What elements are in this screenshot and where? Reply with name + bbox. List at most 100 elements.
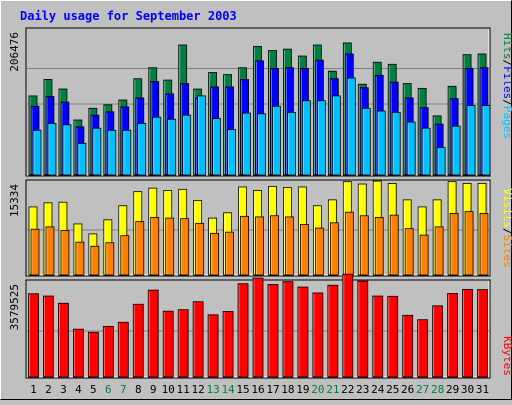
bar-pages-19 <box>302 100 311 176</box>
bar-sites-15 <box>240 215 249 276</box>
bar-pages-8 <box>137 123 147 176</box>
bar-pages-21 <box>331 95 341 176</box>
x-tick-label: 15 <box>236 383 249 396</box>
bar-sites-2 <box>45 226 55 276</box>
x-tick-label: 10 <box>162 383 175 396</box>
chart-legends: Hits/Files/Pages Visits/Sites KBytes <box>501 33 512 376</box>
bar-kbytes-9 <box>147 289 159 378</box>
bar-pages-20 <box>316 100 326 176</box>
x-tick-label: 17 <box>266 383 279 396</box>
bar-sites-3 <box>60 229 70 276</box>
bar-pages-31 <box>481 105 491 176</box>
bar-sites-1 <box>30 228 40 276</box>
bar-sites-5 <box>90 245 100 276</box>
bar-pages-17 <box>272 105 281 176</box>
bar-sites-24 <box>374 217 384 276</box>
bar-kbytes-23 <box>357 280 369 378</box>
bar-pages-22 <box>346 77 356 176</box>
bar-kbytes-2 <box>43 295 54 378</box>
bar-kbytes-24 <box>372 295 384 378</box>
bar-sites-23 <box>359 215 369 276</box>
bar-sites-18 <box>285 216 294 276</box>
bar-sites-12 <box>195 222 205 276</box>
legend-kbytes: KBytes <box>501 336 512 376</box>
bar-pages-6 <box>107 129 117 176</box>
x-tick-label: 24 <box>371 383 385 396</box>
bar-pages-13 <box>212 118 222 176</box>
bar-pages-11 <box>182 114 192 176</box>
bar-sites-17 <box>270 215 279 276</box>
legend-sites: Sites <box>501 235 512 268</box>
bar-kbytes-19 <box>297 286 309 378</box>
legend-files: Files <box>501 66 512 99</box>
bar-sites-19 <box>300 224 309 276</box>
x-axis-labels: 1 2 3 4 5 6 7 8 9 10 11 12 13 14 15 16 17 18 19 20 21 22 23 24 2… <box>30 383 489 396</box>
x-tick-label: 14 <box>221 383 235 396</box>
y-max-label: 3579525 <box>8 284 21 330</box>
bar-kbytes-22 <box>342 273 354 378</box>
bar-sites-31 <box>479 212 489 276</box>
panel-kbytes: 3579525 <box>8 273 491 379</box>
legend: KBytes <box>501 336 512 376</box>
bar-pages-10 <box>167 118 177 176</box>
bar-sites-26 <box>404 228 414 276</box>
x-tick-label: 23 <box>356 383 369 396</box>
x-tick-label: 20 <box>311 383 324 396</box>
bar-pages-4 <box>77 142 87 176</box>
bar-sites-28 <box>434 226 444 276</box>
bar-pages-14 <box>227 129 236 176</box>
bar-kbytes-10 <box>162 310 174 378</box>
x-tick-label: 19 <box>296 383 309 396</box>
bar-sites-25 <box>389 214 399 276</box>
x-tick-label: 31 <box>476 383 489 396</box>
bar-sites-27 <box>419 234 429 276</box>
x-tick-label: 7 <box>120 383 127 396</box>
bar-kbytes-21 <box>327 284 339 378</box>
bar-sites-11 <box>180 218 190 276</box>
bar-pages-29 <box>451 125 461 176</box>
chart-panels: 206476 15334 3579525 <box>8 27 491 379</box>
bar-kbytes-1 <box>28 293 39 378</box>
bar-kbytes-4 <box>73 328 84 378</box>
chart-title: Daily usage for September 2003 <box>20 9 237 23</box>
bar-kbytes-5 <box>87 331 99 378</box>
legend: Hits/Files/Pages <box>501 33 512 139</box>
bar-pages-25 <box>391 112 401 176</box>
legend-text: Visits/Sites <box>501 188 512 268</box>
bar-kbytes-27 <box>417 319 429 378</box>
bar-kbytes-28 <box>432 305 444 378</box>
bar-pages-12 <box>197 95 207 176</box>
x-tick-label: 27 <box>416 383 429 396</box>
x-tick-label: 4 <box>75 383 82 396</box>
bar-pages-27 <box>421 127 431 176</box>
bar-kbytes-29 <box>447 293 458 378</box>
legend-text: KBytes <box>501 336 512 376</box>
x-tick-label: 28 <box>431 383 444 396</box>
x-tick-label: 22 <box>341 383 354 396</box>
bar-sites-8 <box>135 221 145 276</box>
bar-kbytes-17 <box>267 284 279 378</box>
bar-pages-15 <box>242 112 251 176</box>
bar-sites-16 <box>255 216 264 276</box>
x-tick-label: 30 <box>461 383 474 396</box>
x-tick-label: 1 <box>30 383 37 396</box>
bar-sites-29 <box>449 212 459 276</box>
bar-pages-2 <box>47 123 57 176</box>
bar-pages-16 <box>257 113 266 176</box>
bar-sites-21 <box>329 222 339 276</box>
bar-sites-14 <box>225 231 234 276</box>
bar-pages-28 <box>436 147 446 176</box>
x-tick-label: 26 <box>401 383 414 396</box>
bar-sites-4 <box>75 241 85 276</box>
bar-kbytes-31 <box>477 289 488 378</box>
bar-sites-6 <box>105 242 115 276</box>
x-tick-label: 12 <box>192 383 205 396</box>
bar-pages-23 <box>361 107 371 176</box>
bar-kbytes-8 <box>132 303 144 378</box>
bar-kbytes-26 <box>402 314 414 378</box>
bar-sites-7 <box>120 235 130 276</box>
bar-kbytes-13 <box>207 314 219 378</box>
bar-pages-18 <box>287 112 296 176</box>
